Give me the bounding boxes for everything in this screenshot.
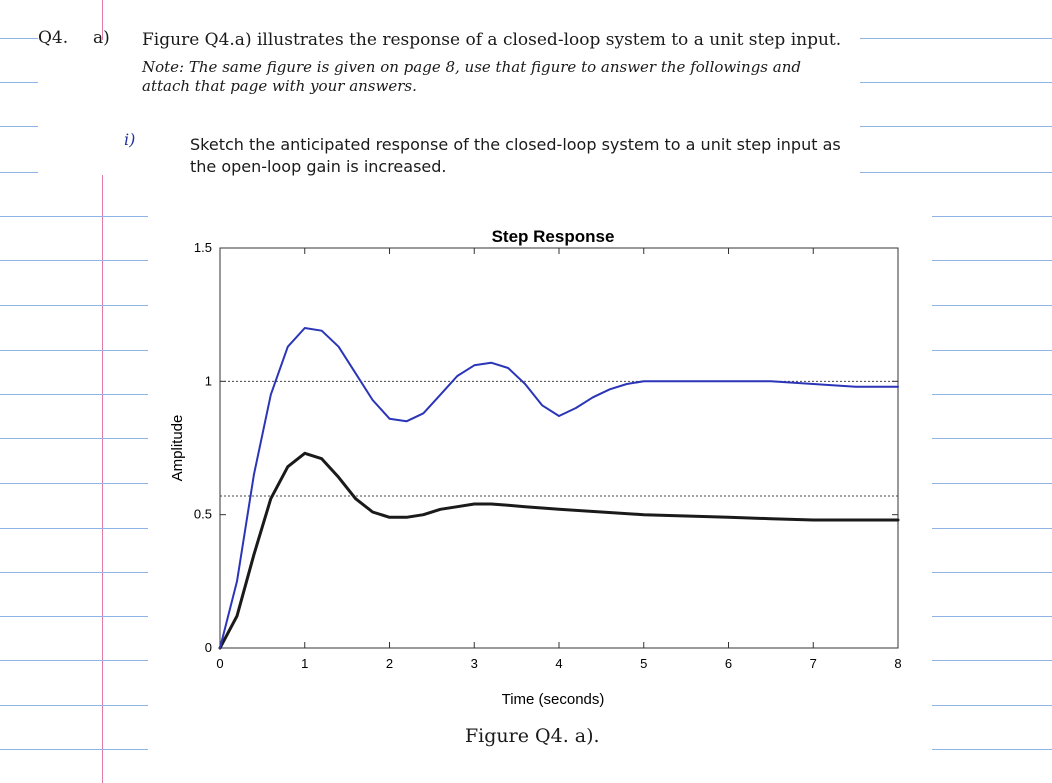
rule-line	[0, 260, 148, 261]
rule-line	[0, 572, 148, 573]
y-tick-label: 0.5	[194, 507, 212, 522]
x-tick-label: 1	[301, 656, 308, 671]
rule-line	[932, 483, 1052, 484]
x-tick-label: 7	[810, 656, 817, 671]
rule-line	[932, 350, 1052, 351]
step-response-figure: Step Response Time (seconds) Amplitude 0…	[148, 210, 938, 770]
x-tick-label: 5	[640, 656, 647, 671]
handdrawn-response-curve	[219, 327, 899, 649]
rule-line	[0, 350, 148, 351]
rule-line	[0, 749, 148, 750]
x-tick-label: 6	[725, 656, 732, 671]
x-tick-label: 2	[386, 656, 393, 671]
y-tick-label: 0	[205, 640, 212, 655]
rule-line	[0, 616, 148, 617]
rule-line	[0, 394, 148, 395]
y-tick-label: 1	[205, 373, 212, 388]
rule-line	[932, 616, 1052, 617]
rule-line	[860, 38, 1052, 39]
rule-line	[0, 305, 148, 306]
subpart-marker: i)	[124, 130, 136, 149]
x-tick-label: 0	[216, 656, 223, 671]
chart-title: Step Response	[492, 227, 615, 246]
rule-line	[0, 660, 148, 661]
rule-line	[932, 216, 1052, 217]
question-number: Q4.	[38, 28, 69, 48]
rule-line	[932, 572, 1052, 573]
rule-line	[0, 438, 148, 439]
rule-line	[0, 126, 38, 127]
rule-line	[932, 705, 1052, 706]
rule-line	[932, 749, 1052, 750]
rule-line	[860, 172, 1052, 173]
rule-line	[860, 82, 1052, 83]
question-note: Note: The same figure is given on page 8…	[142, 58, 801, 95]
axis-ticks: 0 1 2 3 4 5 6 7 8 0 0.5 1 1.5	[194, 240, 902, 671]
margin-line-top	[102, 0, 103, 40]
rule-line	[0, 216, 148, 217]
rule-line	[0, 82, 38, 83]
x-tick-label: 3	[471, 656, 478, 671]
rule-line	[932, 528, 1052, 529]
subpart-text: Sketch the anticipated response of the c…	[190, 135, 841, 176]
x-axis-label: Time (seconds)	[502, 691, 605, 708]
rule-line	[932, 305, 1052, 306]
rule-line	[0, 483, 148, 484]
plot-frame	[219, 247, 899, 649]
rule-line	[932, 394, 1052, 395]
rule-line	[0, 38, 38, 39]
rule-line	[0, 528, 148, 529]
rule-line	[0, 705, 148, 706]
question-statement: Figure Q4.a) illustrates the response of…	[142, 30, 842, 50]
series-group	[218, 327, 900, 650]
y-axis-label: Amplitude	[169, 415, 186, 482]
rule-line	[860, 126, 1052, 127]
rule-line	[932, 260, 1052, 261]
reference-lines	[220, 380, 898, 497]
rule-line	[0, 172, 38, 173]
x-tick-label: 8	[894, 656, 901, 671]
question-part: a)	[93, 28, 110, 48]
figure-caption: Figure Q4. a).	[465, 725, 600, 747]
step-response-chart: Step Response Time (seconds) Amplitude 0…	[169, 227, 902, 708]
x-tick-label: 4	[555, 656, 562, 671]
printed-response-curve	[218, 451, 900, 650]
y-tick-label: 1.5	[194, 240, 212, 255]
rule-line	[932, 438, 1052, 439]
margin-line-bottom	[102, 175, 103, 783]
rule-line	[932, 660, 1052, 661]
